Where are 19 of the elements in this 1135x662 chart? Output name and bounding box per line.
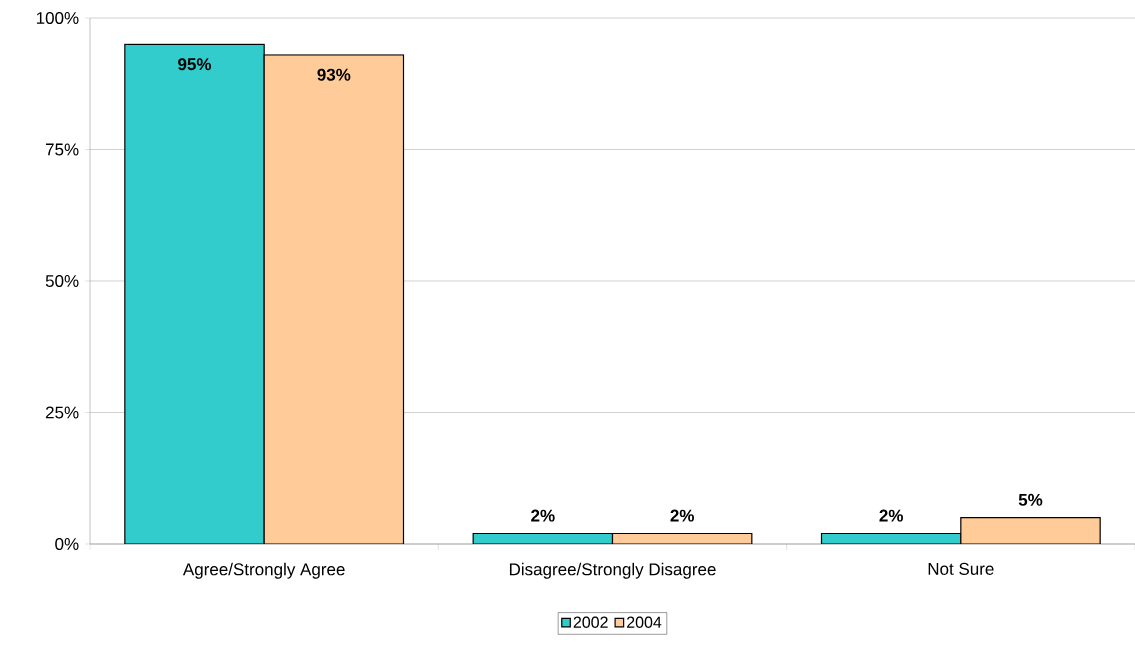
y-tick-label: 25%: [45, 406, 79, 419]
data-label: 2%: [879, 509, 903, 522]
data-label: 2%: [670, 509, 694, 522]
bar: [124, 43, 265, 544]
y-tick-label: 0%: [55, 537, 79, 551]
x-tick-label: Not Sure: [928, 562, 994, 575]
data-label: 93%: [317, 68, 351, 81]
y-tick-label: 100%: [36, 11, 79, 25]
x-tick-label: Agree/Strongly Agree: [182, 562, 345, 579]
x-tick-label: Disagree/Strongly Disagree: [509, 562, 716, 579]
legend-label: 2004: [627, 616, 662, 628]
y-tick-label: 75%: [45, 143, 79, 156]
data-label: 5%: [1018, 493, 1043, 506]
data-label: 2%: [531, 509, 555, 522]
bar: [263, 54, 405, 544]
bar: [960, 517, 1101, 544]
legend-label: 2002: [573, 616, 608, 628]
y-tick-label: 50%: [45, 274, 79, 288]
data-label: 95%: [178, 58, 212, 71]
